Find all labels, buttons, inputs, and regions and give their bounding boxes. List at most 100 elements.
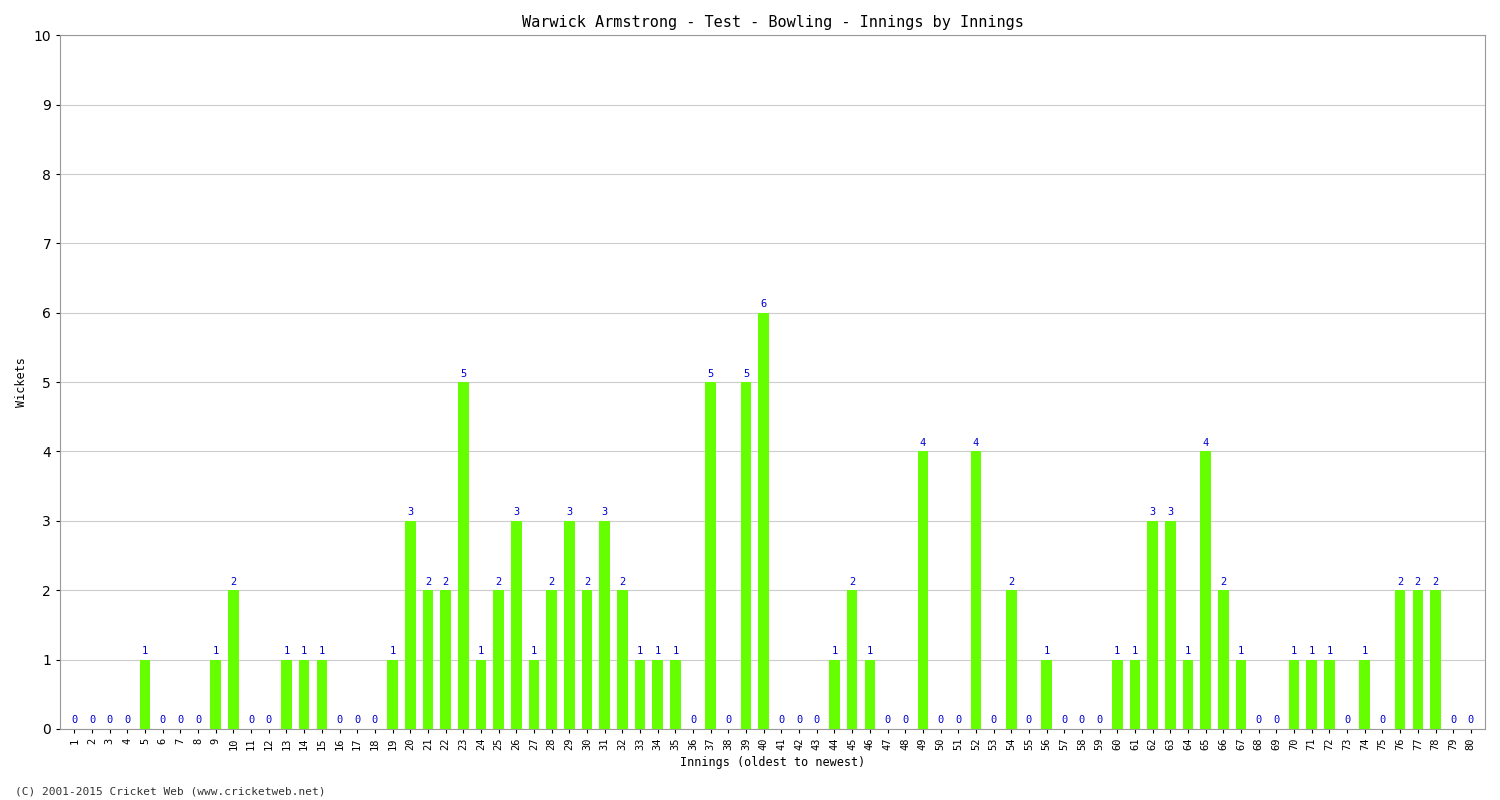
Text: 3: 3 xyxy=(513,507,519,518)
Text: 2: 2 xyxy=(849,577,855,586)
Text: 0: 0 xyxy=(88,715,94,726)
Bar xyxy=(847,590,858,729)
Text: 1: 1 xyxy=(1114,646,1120,656)
Text: 0: 0 xyxy=(1380,715,1386,726)
Bar xyxy=(634,659,645,729)
Text: 1: 1 xyxy=(213,646,219,656)
Text: 0: 0 xyxy=(372,715,378,726)
Text: 0: 0 xyxy=(1060,715,1068,726)
Bar xyxy=(528,659,540,729)
Bar xyxy=(1359,659,1370,729)
Text: 4: 4 xyxy=(1203,438,1209,448)
Text: 1: 1 xyxy=(531,646,537,656)
Text: 0: 0 xyxy=(248,715,254,726)
Bar xyxy=(741,382,752,729)
Text: 1: 1 xyxy=(1044,646,1050,656)
Bar xyxy=(1395,590,1406,729)
Text: (C) 2001-2015 Cricket Web (www.cricketweb.net): (C) 2001-2015 Cricket Web (www.cricketwe… xyxy=(15,786,326,796)
Text: 2: 2 xyxy=(1414,577,1420,586)
Bar xyxy=(600,521,610,729)
Text: 4: 4 xyxy=(920,438,926,448)
Text: 0: 0 xyxy=(1026,715,1032,726)
Bar xyxy=(228,590,238,729)
Bar xyxy=(1306,659,1317,729)
Bar xyxy=(864,659,874,729)
Text: 0: 0 xyxy=(726,715,732,726)
Text: 1: 1 xyxy=(390,646,396,656)
Text: 5: 5 xyxy=(708,369,714,378)
Bar xyxy=(918,451,928,729)
Text: 0: 0 xyxy=(938,715,944,726)
Bar xyxy=(1324,659,1335,729)
Text: 2: 2 xyxy=(1221,577,1227,586)
Title: Warwick Armstrong - Test - Bowling - Innings by Innings: Warwick Armstrong - Test - Bowling - Inn… xyxy=(522,15,1023,30)
Text: 1: 1 xyxy=(1362,646,1368,656)
Text: 3: 3 xyxy=(1167,507,1173,518)
Bar xyxy=(670,659,681,729)
Text: 1: 1 xyxy=(1308,646,1316,656)
Text: 0: 0 xyxy=(354,715,360,726)
Text: 0: 0 xyxy=(266,715,272,726)
Bar xyxy=(458,382,468,729)
Bar xyxy=(705,382,716,729)
Text: 5: 5 xyxy=(460,369,466,378)
Bar xyxy=(316,659,327,729)
Text: 0: 0 xyxy=(1344,715,1350,726)
Bar xyxy=(423,590,433,729)
Text: 0: 0 xyxy=(1274,715,1280,726)
Text: 0: 0 xyxy=(778,715,784,726)
Text: 0: 0 xyxy=(1256,715,1262,726)
Text: 0: 0 xyxy=(1450,715,1456,726)
Bar xyxy=(280,659,292,729)
Bar xyxy=(298,659,309,729)
Bar xyxy=(1288,659,1299,729)
Text: 4: 4 xyxy=(974,438,980,448)
Text: 3: 3 xyxy=(602,507,608,518)
Bar xyxy=(387,659,398,729)
Text: 1: 1 xyxy=(142,646,148,656)
Text: 1: 1 xyxy=(1292,646,1298,656)
Bar xyxy=(652,659,663,729)
Text: 2: 2 xyxy=(442,577,448,586)
Bar xyxy=(1166,521,1176,729)
Y-axis label: Wickets: Wickets xyxy=(15,357,28,407)
Text: 0: 0 xyxy=(813,715,820,726)
Bar xyxy=(210,659,220,729)
X-axis label: Innings (oldest to newest): Innings (oldest to newest) xyxy=(680,756,865,769)
Bar xyxy=(1130,659,1140,729)
Text: 1: 1 xyxy=(302,646,307,656)
Bar xyxy=(759,313,770,729)
Bar xyxy=(1218,590,1228,729)
Bar xyxy=(830,659,840,729)
Bar xyxy=(1182,659,1194,729)
Text: 0: 0 xyxy=(956,715,962,726)
Text: 1: 1 xyxy=(1185,646,1191,656)
Text: 0: 0 xyxy=(177,715,183,726)
Bar xyxy=(1112,659,1122,729)
Bar xyxy=(1200,451,1210,729)
Text: 0: 0 xyxy=(159,715,166,726)
Text: 1: 1 xyxy=(478,646,484,656)
Bar xyxy=(582,590,592,729)
Bar xyxy=(1413,590,1424,729)
Bar xyxy=(1430,590,1442,729)
Bar xyxy=(1041,659,1052,729)
Text: 2: 2 xyxy=(1432,577,1438,586)
Text: 2: 2 xyxy=(1008,577,1014,586)
Text: 1: 1 xyxy=(1238,646,1244,656)
Bar xyxy=(546,590,556,729)
Text: 2: 2 xyxy=(1396,577,1404,586)
Text: 2: 2 xyxy=(549,577,555,586)
Bar xyxy=(441,590,452,729)
Text: 1: 1 xyxy=(638,646,644,656)
Bar xyxy=(405,521,416,729)
Text: 2: 2 xyxy=(231,577,237,586)
Text: 2: 2 xyxy=(495,577,501,586)
Bar xyxy=(512,521,522,729)
Text: 0: 0 xyxy=(690,715,696,726)
Text: 2: 2 xyxy=(620,577,626,586)
Text: 1: 1 xyxy=(831,646,837,656)
Text: 0: 0 xyxy=(70,715,78,726)
Text: 3: 3 xyxy=(406,507,414,518)
Text: 3: 3 xyxy=(1149,507,1156,518)
